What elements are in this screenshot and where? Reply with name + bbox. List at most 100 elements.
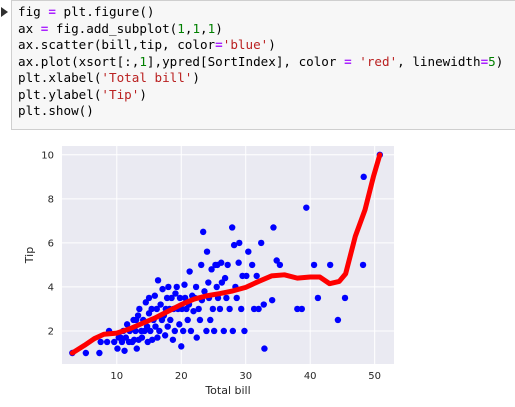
scatter-point bbox=[203, 327, 210, 335]
code-line: plt.xlabel('Total bill') bbox=[18, 70, 515, 87]
code-line: plt.ylabel('Tip') bbox=[18, 87, 515, 104]
y-tick-label: 4 bbox=[48, 282, 54, 293]
regression-line bbox=[69, 152, 383, 356]
scatter-point bbox=[123, 321, 131, 328]
code-line: fig = plt.figure() bbox=[18, 4, 515, 21]
scatter-point bbox=[216, 305, 224, 313]
scatter-point bbox=[163, 294, 171, 302]
code-token: 1 bbox=[139, 53, 147, 69]
scatter-point bbox=[223, 294, 230, 302]
scatter-point bbox=[133, 345, 140, 352]
scatter-point bbox=[176, 294, 184, 302]
code-token: = bbox=[344, 53, 352, 69]
scatter-point bbox=[208, 266, 215, 273]
code-token: ],ypred[SortIndex], color bbox=[146, 53, 345, 69]
scatter-point bbox=[161, 332, 169, 339]
code-cell[interactable]: fig = plt.figure() ax = fig.add_subplot(1… bbox=[11, 0, 515, 130]
scatter-point bbox=[245, 248, 252, 255]
code-line: plt.show() bbox=[18, 103, 515, 120]
y-tick-label: 10 bbox=[41, 150, 54, 161]
scatter-point bbox=[172, 290, 179, 297]
scatter-point bbox=[168, 294, 175, 302]
scatter-point bbox=[165, 283, 172, 291]
scatter-point bbox=[103, 338, 111, 346]
scatter-point bbox=[228, 224, 236, 231]
scatter-point bbox=[111, 338, 118, 346]
code-token: plt.ylabel( bbox=[18, 86, 102, 102]
cell-run-marker-icon[interactable] bbox=[0, 5, 9, 19]
scatter-point bbox=[176, 321, 183, 328]
scatter-point bbox=[154, 334, 161, 341]
scatter-point bbox=[190, 307, 197, 315]
scatter-point bbox=[118, 338, 126, 346]
scatter-point bbox=[210, 327, 218, 335]
scatter-point bbox=[241, 327, 248, 335]
scatter-point bbox=[164, 323, 171, 330]
scatter-point bbox=[303, 204, 310, 211]
scatter-point bbox=[298, 305, 306, 313]
scatter-point bbox=[195, 305, 202, 313]
scatter-point bbox=[187, 327, 195, 335]
scatter-point bbox=[149, 336, 156, 343]
code-token: 'blue' bbox=[222, 37, 269, 52]
scatter-point bbox=[192, 283, 200, 291]
code-token: = bbox=[480, 53, 489, 69]
code-token: = bbox=[48, 4, 56, 19]
scatter-point bbox=[255, 305, 262, 313]
scatter-point bbox=[314, 294, 322, 302]
x-tick-label: 30 bbox=[239, 371, 252, 382]
code-line: ax.scatter(bill,tip, color='blue') bbox=[18, 37, 515, 54]
code-token: = bbox=[215, 37, 223, 52]
y-tick-label: 8 bbox=[48, 194, 54, 205]
scatter-point bbox=[193, 334, 200, 341]
scatter-point bbox=[229, 327, 237, 335]
scatter-point bbox=[226, 305, 233, 313]
scatter-point bbox=[253, 272, 260, 280]
scatter-point bbox=[198, 261, 205, 269]
scatter-point bbox=[152, 323, 159, 330]
scatter-point bbox=[218, 279, 226, 286]
scatter-point bbox=[213, 283, 220, 291]
code-token: 'Total bill' bbox=[101, 70, 193, 85]
code-token: , linewidth bbox=[397, 53, 481, 69]
scatter-point bbox=[276, 261, 284, 269]
scatter-point bbox=[359, 261, 367, 269]
code-token: 5 bbox=[488, 53, 496, 69]
scatter-point bbox=[96, 349, 103, 357]
y-tick-label: 2 bbox=[48, 326, 54, 337]
plot-area bbox=[62, 146, 394, 364]
scatter-point bbox=[221, 274, 229, 282]
code-token: plt.show() bbox=[18, 103, 94, 118]
scatter-point bbox=[167, 316, 174, 324]
code-token: , bbox=[200, 20, 208, 36]
scatter-point bbox=[157, 301, 164, 308]
y-axis-label: Tip bbox=[23, 247, 36, 264]
code-token: plt.xlabel( bbox=[18, 70, 102, 85]
scatter-point bbox=[159, 285, 166, 293]
scatter-point bbox=[243, 272, 250, 280]
scatter-point bbox=[203, 248, 211, 255]
scatter-point bbox=[218, 259, 225, 266]
scatter-point bbox=[360, 173, 367, 181]
scatter-point bbox=[334, 316, 342, 324]
scatter-point bbox=[148, 305, 155, 313]
scatter-point bbox=[82, 349, 90, 357]
scatter-plot: 10 20 30 40 50 2 4 6 8 10 Total bill Tip bbox=[23, 146, 394, 397]
scatter-point bbox=[122, 334, 130, 341]
scatter-point bbox=[220, 327, 228, 335]
scatter-point bbox=[173, 283, 180, 291]
code-token: ) bbox=[192, 70, 200, 85]
scatter-point bbox=[201, 288, 208, 295]
scatter-point bbox=[151, 292, 159, 299]
scatter-point bbox=[238, 305, 245, 313]
code-token: 1 bbox=[192, 20, 201, 36]
scatter-point bbox=[143, 323, 151, 330]
code-token: 'Tip' bbox=[101, 86, 140, 102]
scatter-point bbox=[154, 277, 162, 284]
scatter-point bbox=[121, 347, 128, 354]
scatter-point bbox=[114, 345, 121, 352]
scatter-point bbox=[310, 261, 318, 269]
scatter-point bbox=[97, 338, 104, 346]
scatter-point bbox=[209, 305, 217, 313]
code-token: ) bbox=[268, 37, 276, 52]
